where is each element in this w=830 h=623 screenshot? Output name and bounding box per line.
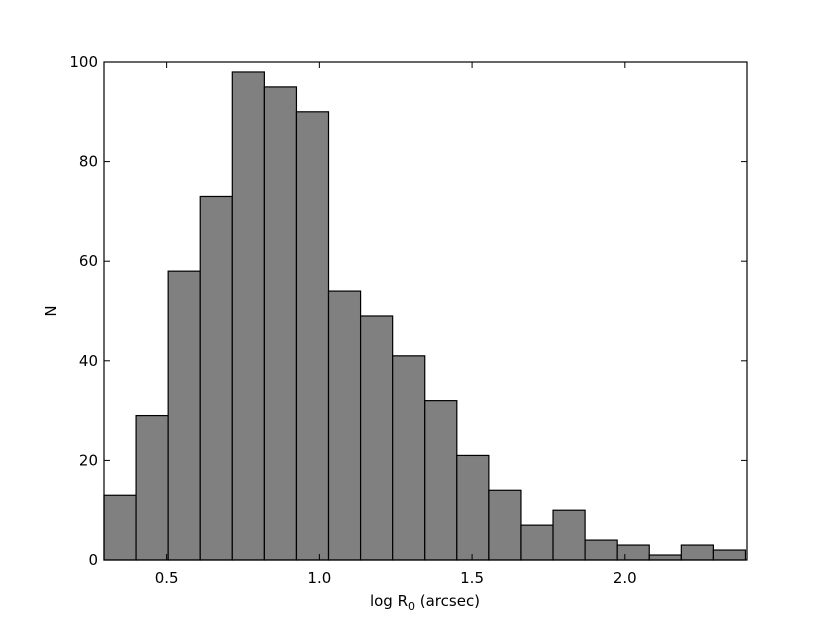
ticks-group: 0.5 1.0 1.5 2.0 0 20 40 60 80 100 [69, 53, 747, 587]
bars-group [103, 71, 747, 561]
histogram-bar [712, 549, 747, 561]
histogram-bar [103, 494, 137, 561]
histogram-bar [584, 539, 618, 561]
histogram-bar [520, 524, 554, 561]
histogram-bar [648, 554, 682, 561]
histogram-bar [327, 290, 362, 561]
histogram-bar [392, 355, 426, 561]
x-axis-label-subscript: 0 [408, 600, 415, 613]
y-tick-label: 40 [79, 352, 98, 370]
histogram-bar [552, 509, 586, 561]
plot-frame [103, 61, 748, 561]
y-tick-label: 100 [69, 53, 98, 71]
histogram-bar [167, 270, 201, 561]
y-axis-label: N [42, 305, 60, 316]
x-tick-label: 1.5 [460, 569, 484, 587]
histogram-bar [488, 489, 522, 561]
x-tick-label: 2.0 [613, 569, 637, 587]
x-axis-label: log R0 (arcsec) [370, 592, 480, 613]
x-tick-label: 1.0 [307, 569, 331, 587]
histogram-bar [424, 400, 458, 561]
histogram-bar [199, 195, 233, 561]
histogram-bar [456, 454, 490, 561]
histogram-bar [263, 86, 298, 561]
histogram-bar [616, 544, 650, 561]
histogram-bar [231, 71, 265, 561]
histogram-bar [135, 414, 169, 561]
y-tick-label: 80 [79, 153, 98, 171]
x-axis-label-unit: (arcsec) [415, 592, 480, 610]
y-tick-label: 60 [79, 252, 98, 270]
x-tick-label: 0.5 [155, 569, 179, 587]
histogram-bar [359, 315, 394, 561]
histogram-bar [295, 111, 330, 561]
histogram-bar [680, 544, 714, 561]
y-tick-label: 20 [79, 451, 98, 469]
y-tick-label: 0 [88, 551, 98, 569]
